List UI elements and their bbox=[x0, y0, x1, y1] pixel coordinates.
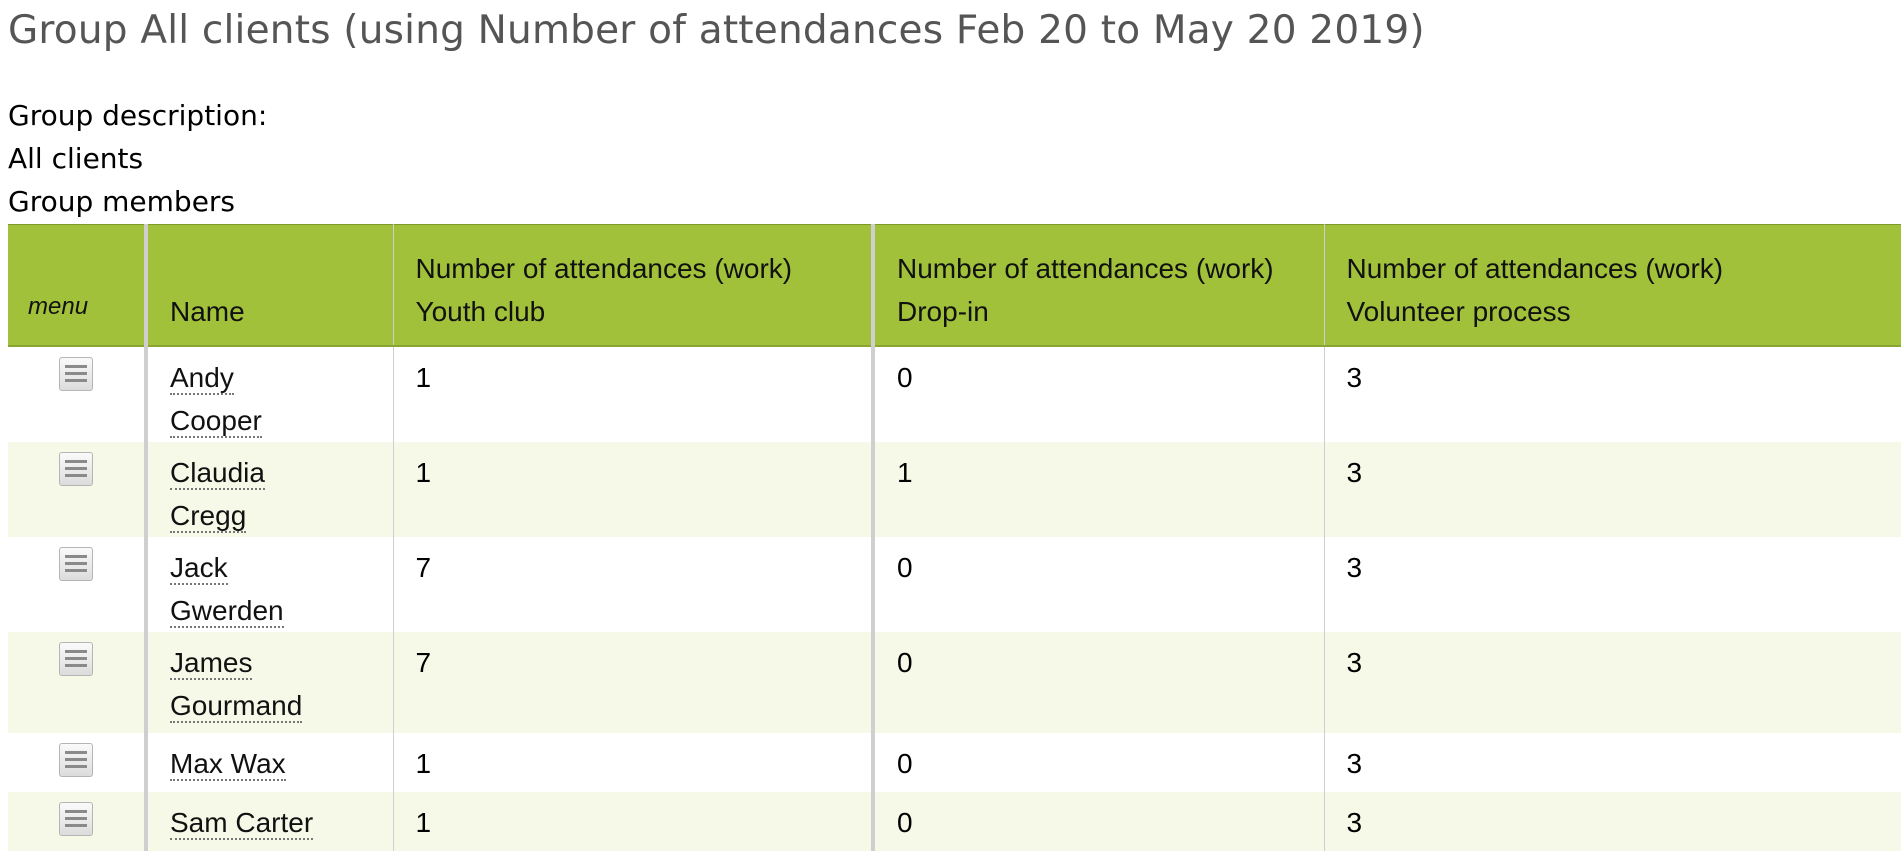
volunteer-process-value: 3 bbox=[1347, 442, 1901, 494]
menu-icon[interactable] bbox=[59, 547, 93, 581]
drop-in-cell: 1 bbox=[873, 442, 1324, 537]
table-row: Claudia Cregg 1 1 3 bbox=[8, 442, 1901, 537]
drop-in-cell: 0 bbox=[873, 632, 1324, 733]
table-row: Max Wax 1 0 3 bbox=[8, 733, 1901, 792]
name-cell: Sam Carter bbox=[146, 792, 393, 851]
table-row: James Gourmand 7 0 3 bbox=[8, 632, 1901, 733]
volunteer-process-cell: 3 bbox=[1324, 346, 1901, 442]
client-name-link[interactable]: James Gourmand bbox=[170, 647, 302, 723]
youth-club-cell: 7 bbox=[393, 537, 873, 632]
youth-club-value: 1 bbox=[416, 347, 872, 399]
client-name-link[interactable]: Jack Gwerden bbox=[170, 552, 284, 628]
drop-in-value: 1 bbox=[897, 442, 1324, 494]
drop-in-cell: 0 bbox=[873, 733, 1324, 792]
client-name-link[interactable]: Max Wax bbox=[170, 748, 286, 781]
menu-icon[interactable] bbox=[59, 743, 93, 777]
youth-club-value: 1 bbox=[416, 733, 872, 785]
drop-in-value: 0 bbox=[897, 632, 1324, 684]
column-header-menu: menu bbox=[8, 225, 146, 347]
drop-in-cell: 0 bbox=[873, 346, 1324, 442]
volunteer-process-value: 3 bbox=[1347, 733, 1901, 785]
volunteer-process-cell: 3 bbox=[1324, 537, 1901, 632]
column-header-youth-club[interactable]: Number of attendances (work) Youth club bbox=[393, 225, 873, 347]
column-header-drop-in-line2: Drop-in bbox=[897, 290, 1324, 333]
column-header-volunteer-process[interactable]: Number of attendances (work) Volunteer p… bbox=[1324, 225, 1901, 347]
youth-club-cell: 1 bbox=[393, 733, 873, 792]
menu-icon[interactable] bbox=[59, 802, 93, 836]
youth-club-value: 1 bbox=[416, 442, 872, 494]
volunteer-process-cell: 3 bbox=[1324, 792, 1901, 851]
volunteer-process-value: 3 bbox=[1347, 537, 1901, 589]
menu-icon[interactable] bbox=[59, 452, 93, 486]
name-cell: Claudia Cregg bbox=[146, 442, 393, 537]
youth-club-value: 7 bbox=[416, 632, 872, 684]
table-header-row: menu Name Number of attendances (work) Y… bbox=[8, 225, 1901, 347]
volunteer-process-cell: 3 bbox=[1324, 632, 1901, 733]
drop-in-cell: 0 bbox=[873, 537, 1324, 632]
youth-club-cell: 1 bbox=[393, 792, 873, 851]
row-menu-cell bbox=[8, 733, 146, 792]
drop-in-cell: 0 bbox=[873, 792, 1324, 851]
table-row: Jack Gwerden 7 0 3 bbox=[8, 537, 1901, 632]
row-menu-cell bbox=[8, 632, 146, 733]
column-header-drop-in-line1: Number of attendances (work) bbox=[897, 247, 1324, 290]
row-menu-cell bbox=[8, 442, 146, 537]
name-cell: James Gourmand bbox=[146, 632, 393, 733]
client-name-link[interactable]: Claudia Cregg bbox=[170, 457, 265, 533]
column-header-youth-club-line2: Youth club bbox=[416, 290, 872, 333]
table-row: Sam Carter 1 0 3 bbox=[8, 792, 1901, 851]
volunteer-process-value: 3 bbox=[1347, 792, 1901, 844]
volunteer-process-value: 3 bbox=[1347, 347, 1901, 399]
group-description-label: Group description: bbox=[8, 99, 267, 132]
row-menu-cell bbox=[8, 537, 146, 632]
menu-icon[interactable] bbox=[59, 642, 93, 676]
column-header-volunteer-process-line2: Volunteer process bbox=[1347, 290, 1901, 333]
column-header-volunteer-process-line1: Number of attendances (work) bbox=[1347, 247, 1901, 290]
client-name-link[interactable]: Andy Cooper bbox=[170, 362, 262, 438]
drop-in-value: 0 bbox=[897, 733, 1324, 785]
youth-club-cell: 1 bbox=[393, 442, 873, 537]
volunteer-process-cell: 3 bbox=[1324, 442, 1901, 537]
column-header-name-label: Name bbox=[170, 296, 245, 327]
row-menu-cell bbox=[8, 792, 146, 851]
drop-in-value: 0 bbox=[897, 537, 1324, 589]
volunteer-process-value: 3 bbox=[1347, 632, 1901, 684]
youth-club-cell: 7 bbox=[393, 632, 873, 733]
youth-club-value: 1 bbox=[416, 792, 872, 844]
name-cell: Andy Cooper bbox=[146, 346, 393, 442]
drop-in-value: 0 bbox=[897, 347, 1324, 399]
column-header-youth-club-line1: Number of attendances (work) bbox=[416, 247, 872, 290]
client-name-link[interactable]: Sam Carter bbox=[170, 807, 313, 840]
group-members-label: Group members bbox=[8, 185, 235, 218]
menu-icon[interactable] bbox=[59, 357, 93, 391]
drop-in-value: 0 bbox=[897, 792, 1324, 844]
page-title: Group All clients (using Number of atten… bbox=[8, 8, 1425, 53]
group-members-table: menu Name Number of attendances (work) Y… bbox=[8, 224, 1901, 851]
youth-club-cell: 1 bbox=[393, 346, 873, 442]
name-cell: Jack Gwerden bbox=[146, 537, 393, 632]
group-description: All clients bbox=[8, 142, 143, 175]
name-cell: Max Wax bbox=[146, 733, 393, 792]
table-row: Andy Cooper 1 0 3 bbox=[8, 346, 1901, 442]
row-menu-cell bbox=[8, 346, 146, 442]
volunteer-process-cell: 3 bbox=[1324, 733, 1901, 792]
column-header-drop-in[interactable]: Number of attendances (work) Drop-in bbox=[873, 225, 1324, 347]
column-header-name[interactable]: Name bbox=[146, 225, 393, 347]
youth-club-value: 7 bbox=[416, 537, 872, 589]
